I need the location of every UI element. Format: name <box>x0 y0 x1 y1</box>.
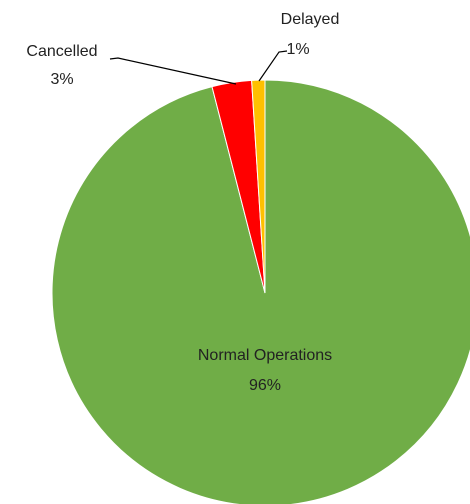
pie-slice <box>251 79 266 294</box>
slice-value-label: 3% <box>50 71 73 88</box>
leader-line <box>258 50 288 82</box>
slice-value-label: 96% <box>249 377 281 394</box>
leader-line <box>109 57 237 85</box>
slice-label: Cancelled <box>26 43 97 60</box>
slice-label: Normal Operations <box>198 347 332 364</box>
pie-slice <box>51 79 470 504</box>
slice-value-label: 1% <box>286 41 309 58</box>
slice-label: Delayed <box>281 11 340 28</box>
